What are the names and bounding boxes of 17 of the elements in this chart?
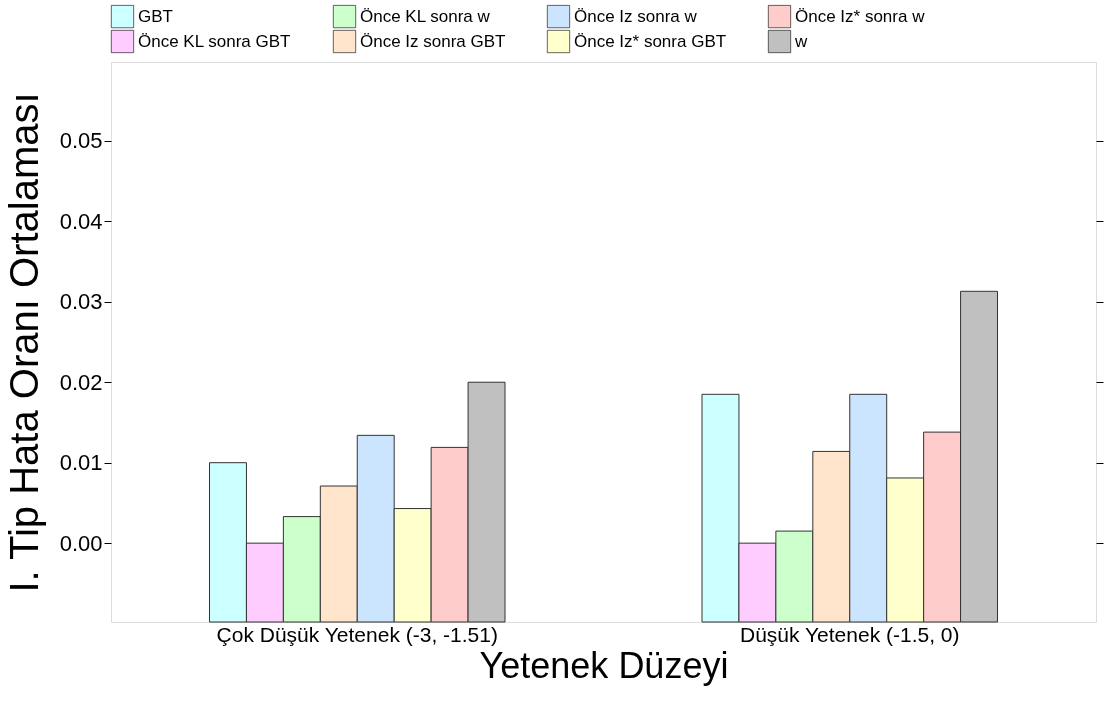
legend-label: Önce Iz* sonra GBT xyxy=(574,31,727,51)
legend-label: GBT xyxy=(138,6,173,26)
y-tick-label: 0.01 xyxy=(59,450,103,476)
legend-label: Önce KL sonra w xyxy=(360,6,491,26)
legend-label: Önce Iz sonra w xyxy=(574,6,698,26)
y-tick-label: 0.02 xyxy=(59,369,103,395)
legend-label: w xyxy=(794,31,808,51)
y-axis-title: I. Tip Hata Oranı Ortalaması xyxy=(1,92,46,593)
x-tick-label: Çok Düşük Yetenek (-3, -1.51) xyxy=(216,622,498,646)
y-tick-label: 0.04 xyxy=(59,208,103,234)
legend-label: Önce Iz sonra GBT xyxy=(360,31,506,51)
x-tick-label: Düşük Yetenek (-1.5, 0) xyxy=(740,622,960,646)
y-tick-label: 0.03 xyxy=(59,289,103,315)
legend-label: Önce Iz* sonra w xyxy=(795,6,926,26)
y-tick-label: 0.00 xyxy=(59,530,103,556)
y-tick-label: 0.05 xyxy=(59,128,103,154)
legend-label: Önce KL sonra GBT xyxy=(138,31,291,51)
